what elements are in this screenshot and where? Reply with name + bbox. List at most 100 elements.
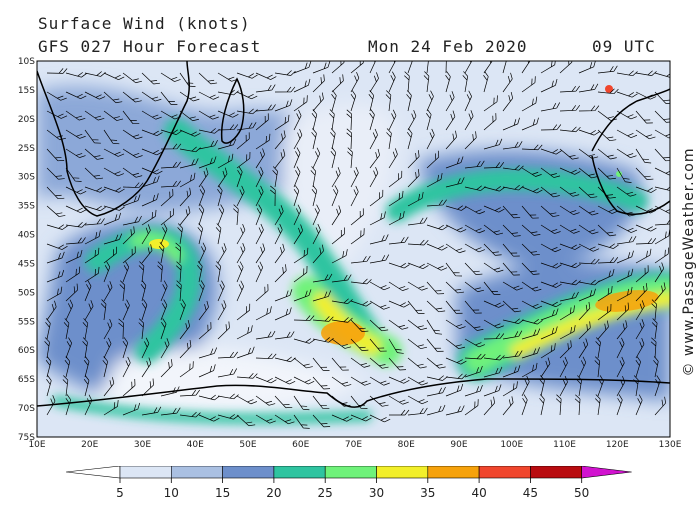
wind-barb (445, 110, 456, 131)
wind-barb (65, 110, 86, 121)
wind-barb (388, 357, 407, 371)
wind-barb (521, 61, 532, 74)
wind-barb (274, 149, 286, 169)
wind-barb (160, 180, 181, 188)
wind-barb (179, 110, 199, 122)
wind-barb (274, 289, 293, 302)
wind-barb (521, 362, 538, 378)
wind-barb (83, 375, 90, 397)
wind-barb (502, 365, 521, 378)
lat-label: 20S (18, 115, 35, 125)
wind-barb (255, 166, 264, 188)
wind-barb (616, 110, 637, 120)
wind-barb (445, 130, 457, 150)
lon-label: 10E (28, 440, 45, 450)
wind-barb (160, 359, 173, 378)
wind-barb (255, 133, 271, 150)
wind-barb (103, 281, 113, 302)
wind-barb (255, 185, 264, 207)
wind-barb (576, 375, 582, 397)
wind-barb (539, 394, 545, 416)
wind-barb (122, 129, 143, 140)
wind-barb (407, 150, 420, 169)
wind-barb (369, 128, 378, 150)
lat-label: 65S (18, 375, 35, 385)
wind-barb (141, 175, 160, 188)
wind-barb (255, 148, 265, 169)
wind-barb (198, 242, 207, 264)
wind-barb (255, 414, 276, 424)
wind-barb (293, 247, 309, 264)
wind-barb (426, 150, 440, 169)
wind-barb (616, 129, 638, 139)
wind-barb (217, 167, 228, 188)
wind-barb (236, 303, 251, 321)
wind-barb (330, 128, 336, 150)
wind-barb (654, 282, 666, 302)
wind-barb (597, 205, 619, 214)
wind-barb (141, 91, 162, 102)
wind-barb (293, 166, 301, 188)
wind-barb (654, 185, 670, 191)
latitude-labels: 10S 15S 20S 25S 30S 35S 40S 45S 50S 55S 60S 65S 70S 7… (18, 57, 35, 443)
wind-barb (578, 338, 589, 359)
wind-barb (521, 205, 539, 219)
wind-barb (84, 300, 94, 321)
wind-barb (65, 186, 87, 195)
wind-barb (445, 373, 467, 380)
wind-barb (616, 70, 638, 77)
wind-barb (462, 71, 469, 93)
wind-barb (635, 248, 652, 264)
wind-barb (65, 205, 87, 213)
wind-barb (331, 298, 353, 304)
wind-barb (407, 376, 428, 386)
wind-barb (559, 126, 581, 133)
wind-barb (654, 110, 670, 123)
wind-barb (311, 128, 317, 150)
wind-barb (445, 281, 465, 294)
wind-barb (445, 224, 467, 233)
wind-barb (331, 357, 349, 371)
wind-barb (350, 357, 371, 368)
wind-barb (46, 243, 68, 250)
wind-barb (635, 91, 657, 100)
wind-barb (255, 353, 277, 360)
wind-barb (217, 110, 239, 118)
wind-barb (540, 308, 559, 321)
wind-barb (578, 301, 591, 321)
wind-barb (559, 279, 581, 286)
wind-barb (141, 209, 157, 226)
wind-barb (293, 61, 312, 74)
wind-barb (217, 153, 234, 169)
wind-barb (578, 205, 599, 216)
wind-barb (578, 258, 600, 265)
wind-barb (160, 223, 168, 245)
wind-barb (179, 129, 201, 137)
wind-barb (464, 319, 484, 331)
wind-barb (578, 167, 598, 179)
wind-barb (176, 280, 182, 302)
wind-barb (65, 167, 82, 182)
wind-barb (84, 167, 104, 180)
wind-barb (122, 379, 136, 397)
lat-label: 60S (18, 346, 35, 356)
wind-barb (635, 300, 645, 321)
wind-barb (559, 356, 568, 378)
wind-barb (293, 224, 303, 245)
wind-barb (502, 184, 524, 191)
wind-barb (274, 223, 283, 245)
wind-barb (103, 186, 125, 193)
wind-barb (331, 167, 341, 188)
wind-barb (483, 224, 504, 235)
wind-barb (331, 414, 353, 422)
wind-barb (46, 286, 63, 302)
wind-barb (616, 91, 638, 98)
wind-barb (407, 61, 414, 74)
wind-barb (635, 319, 645, 340)
wind-barb (368, 90, 375, 112)
wind-barb (654, 148, 670, 162)
wind-barb (426, 319, 443, 335)
wind-barb (369, 357, 389, 369)
wind-barb (406, 90, 412, 112)
wind-barb (331, 227, 345, 245)
